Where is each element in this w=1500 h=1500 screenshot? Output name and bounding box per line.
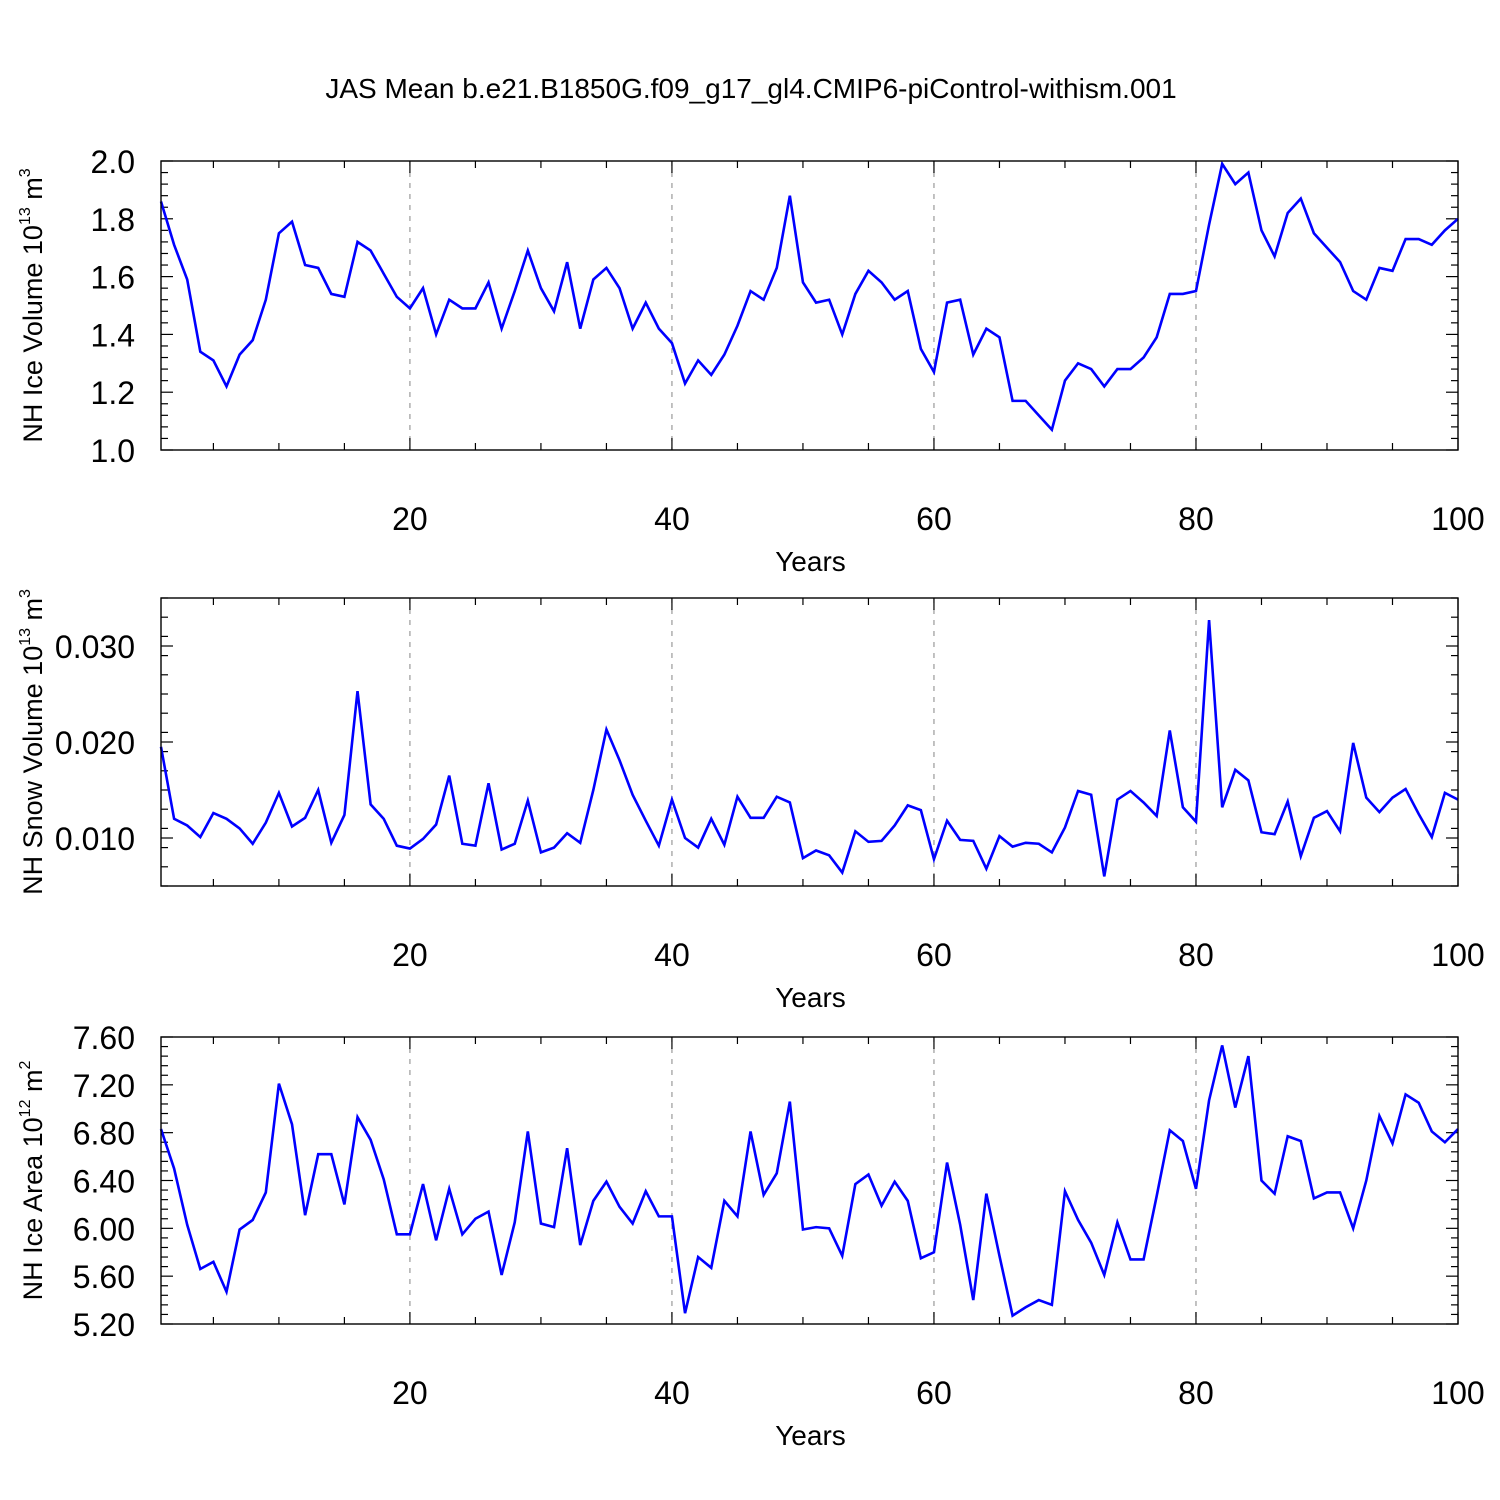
ytick-label-1: 0.020 [55,725,135,761]
xtick-label-100: 100 [1431,501,1484,537]
plot-frame-ice-volume [160,160,1459,451]
ytick-label-2: 1.4 [91,317,135,353]
series-line-ice-area [159,1045,1459,1318]
xtick-label-60: 60 [916,1375,952,1411]
xtick-label-80: 80 [1178,1375,1214,1411]
ytick-label-3: 6.40 [73,1164,135,1200]
yaxis-label-base: NH Snow Volume 10 [18,646,48,895]
ytick-label-5: 7.20 [73,1068,135,1104]
yaxis-label-mid: m [18,177,48,207]
plot-frame-ice-area [160,1036,1459,1325]
series-line-ice-volume [159,160,1459,433]
yaxis-label-mid: m [18,1070,48,1100]
ytick-label-0: 5.20 [73,1307,135,1343]
yaxis-label: NH Snow Volume 1013 m3 [17,589,48,895]
xtick-label-20: 20 [392,501,428,537]
figure-title: JAS Mean b.e21.B1850G.f09_g17_gl4.CMIP6-… [325,73,1176,104]
yaxis-label-base: NH Ice Volume 10 [18,225,48,443]
yaxis-label: NH Ice Volume 1013 m3 [17,168,48,442]
xtick-label-80: 80 [1178,937,1214,973]
ytick-label-4: 6.80 [73,1116,135,1152]
xtick-label-100: 100 [1431,1375,1484,1411]
xaxis-label: Years [775,982,846,1013]
xtick-label-60: 60 [916,937,952,973]
xtick-label-40: 40 [654,501,690,537]
yaxis-label-exp1: 13 [17,628,34,646]
plot-frame-snow-volume [160,597,1459,887]
yaxis-label-exp2: 3 [17,168,34,177]
ytick-label-0: 0.010 [55,821,135,857]
xtick-label-60: 60 [916,501,952,537]
ytick-label-3: 1.6 [91,260,135,296]
yaxis-label-exp2: 3 [17,589,34,598]
xtick-label-40: 40 [654,937,690,973]
yaxis-label-exp1: 12 [17,1099,34,1117]
ytick-label-4: 1.8 [91,202,135,238]
series-line-snow-volume [159,619,1459,877]
yaxis-label: NH Ice Area 1012 m2 [17,1061,48,1301]
xtick-label-20: 20 [392,1375,428,1411]
ytick-label-6: 7.60 [73,1020,135,1056]
yaxis-label-base: NH Ice Area 10 [18,1117,48,1300]
xaxis-label: Years [775,1420,846,1451]
xtick-label-80: 80 [1178,501,1214,537]
xtick-label-40: 40 [654,1375,690,1411]
xtick-label-20: 20 [392,937,428,973]
panel-ice-volume: 20 40 60 80 100 Years 1.0 1.2 1.4 1.6 1.8 2.0 NH Ice… [17,144,1485,577]
ytick-label-1: 1.2 [91,375,135,411]
ytick-label-5: 2.0 [91,144,135,180]
ytick-label-2: 0.030 [55,629,135,665]
panel-ice-area: 20 40 60 80 100 Years 5.20 5.60 6.00 6.40 6.80 7.20… [17,1020,1485,1451]
ytick-label-2: 6.00 [73,1211,135,1247]
ytick-label-1: 5.60 [73,1259,135,1295]
yaxis-label-exp1: 13 [17,207,34,225]
xaxis-label: Years [775,546,846,577]
panels: 20 40 60 80 100 Years 1.0 1.2 1.4 1.6 1.8 2.0 NH Ice… [17,144,1485,1451]
xtick-label-100: 100 [1431,937,1484,973]
yaxis-label-mid: m [18,598,48,628]
yaxis-label-exp2: 2 [17,1061,34,1070]
ytick-label-0: 1.0 [91,433,135,469]
